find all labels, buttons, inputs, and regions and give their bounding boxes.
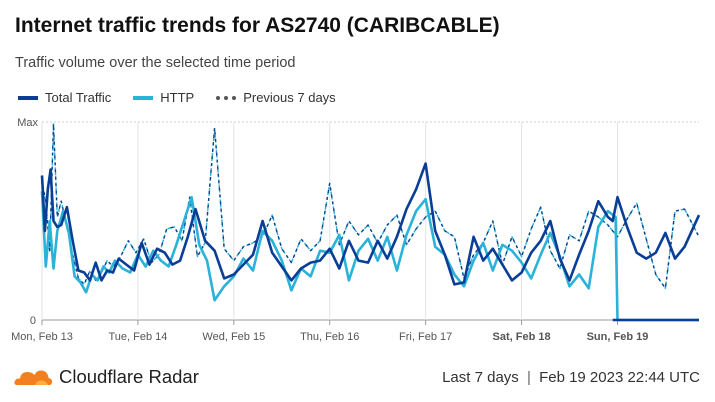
chart-title: Internet traffic trends for AS2740 (CARI…	[15, 14, 500, 37]
cloudflare-cloud-icon	[14, 370, 53, 385]
legend-label-total-traffic: Total Traffic	[45, 90, 112, 105]
x-tick-label: Sat, Feb 18	[493, 331, 551, 343]
x-tick-label: Wed, Feb 15	[202, 331, 265, 343]
y-tick-label: 0	[30, 315, 36, 327]
timestamp: Feb 19 2023 22:44 UTC	[539, 369, 700, 386]
legend-swatch-http	[133, 95, 154, 100]
legend-item-http[interactable]: HTTP	[133, 90, 194, 105]
time-range-label: Last 7 days	[442, 369, 519, 386]
traffic-line-chart: Mon, Feb 13 Tue, Feb 14 Wed, Feb 15 Thu, Fe…	[11, 117, 701, 343]
legend-item-previous-7-days[interactable]: Previous 7 days	[216, 90, 336, 105]
x-tick-label: Sun, Feb 19	[587, 331, 649, 343]
x-tick-label: Tue, Feb 14	[108, 331, 167, 343]
series-line-previous-7-days	[41, 123, 700, 289]
series-line-http	[40, 191, 699, 322]
chart-legend: Total Traffic HTTP Previous 7 days	[18, 90, 358, 105]
separator: |	[526, 369, 531, 386]
legend-item-total-traffic[interactable]: Total Traffic	[18, 90, 111, 105]
legend-label-http: HTTP	[160, 90, 195, 105]
series-line-total-traffic	[40, 162, 701, 286]
brand-name: Cloudflare Radar	[59, 366, 199, 387]
cloudflare-radar-logo[interactable]: Cloudflare Radar	[13, 366, 199, 388]
legend-label-previous-7-days: Previous 7 days	[243, 90, 336, 105]
x-tick-label: Fri, Feb 17	[399, 331, 452, 343]
chart-subtitle: Traffic volume over the selected time pe…	[15, 55, 296, 71]
x-tick-label: Thu, Feb 16	[300, 331, 359, 343]
y-tick-label: Max	[17, 117, 38, 129]
x-tick-label: Mon, Feb 13	[11, 331, 73, 343]
legend-swatch-previous-7-days	[216, 95, 237, 100]
time-range-info: Last 7 days | Feb 19 2023 22:44 UTC	[442, 369, 700, 386]
legend-swatch-total-traffic	[18, 95, 38, 100]
